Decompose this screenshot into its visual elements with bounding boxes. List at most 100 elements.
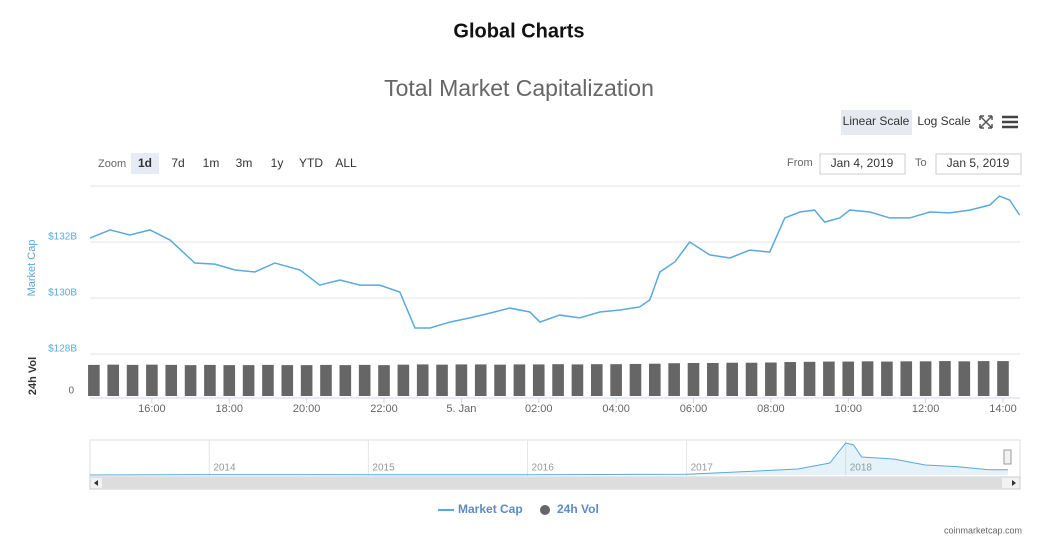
y2-axis-title: 24h Vol	[27, 357, 39, 395]
zoom-button[interactable]: 3m	[236, 156, 253, 170]
x-tick-label: 22:00	[370, 403, 398, 415]
volume-bar	[610, 364, 622, 396]
volume-bar	[107, 364, 120, 396]
credit: coinmarketcap.com	[944, 525, 1022, 535]
fullscreen-icon[interactable]	[979, 115, 993, 129]
zoom-label: Zoom	[98, 158, 126, 170]
volume-bar	[745, 362, 758, 396]
chart-title: Total Market Capitalization	[384, 75, 654, 101]
x-tick-label: 02:00	[525, 403, 553, 415]
y-tick-label: $130B	[48, 288, 77, 299]
volume-bar	[687, 362, 700, 396]
volume-bar	[281, 365, 294, 396]
from-input[interactable]	[819, 153, 906, 175]
legend-symbol	[540, 505, 550, 515]
navigator-tick-label: 2018	[850, 463, 873, 474]
line	[89, 195, 1021, 329]
zoom-button[interactable]: 7d	[171, 156, 184, 170]
navigator-handle[interactable]	[1003, 449, 1012, 465]
volume-bar	[590, 364, 603, 396]
volume-bar	[977, 361, 990, 396]
x-tick-label: 16:00	[138, 403, 166, 415]
navigator-tick-label: 2017	[691, 463, 714, 474]
volume-bar	[842, 361, 855, 396]
from-value[interactable]: Jan 4, 2019	[831, 156, 894, 170]
to-input[interactable]	[935, 153, 1022, 175]
volume-bar	[784, 362, 797, 396]
navigator-area	[89, 442, 1008, 476]
menu-icon[interactable]	[1002, 115, 1018, 129]
volume-bar	[571, 364, 584, 396]
zoom-button[interactable]: ALL	[335, 156, 357, 170]
page-title: Global Charts	[453, 20, 584, 42]
volume-bar	[378, 365, 390, 396]
from-label: From	[787, 157, 813, 169]
x-tick-label: 10:00	[834, 403, 862, 415]
volume-bar	[474, 364, 487, 396]
volume-bar	[823, 361, 835, 396]
volume-bar	[513, 364, 526, 396]
volume-bar	[204, 364, 216, 396]
volume-bar	[300, 365, 313, 396]
x-tick-label: 06:00	[680, 403, 708, 415]
volume-bar	[358, 364, 371, 396]
x-tick-label: 5. Jan	[446, 403, 476, 415]
scale-button[interactable]: Linear Scale	[843, 114, 910, 128]
x-tick-label: 18:00	[216, 403, 244, 415]
volume-bar	[416, 364, 429, 396]
x-tick-label: 04:00	[602, 403, 630, 415]
zoom-button-active[interactable]	[131, 153, 159, 174]
x-tick-label: 08:00	[757, 403, 785, 415]
volume-bar	[165, 364, 178, 396]
volume-bar	[223, 365, 236, 396]
volume-bar	[726, 362, 738, 396]
scrollbar-thumb[interactable]	[102, 478, 1002, 488]
x-tick-label: 20:00	[293, 403, 321, 415]
volume-bar	[668, 363, 680, 396]
to-value[interactable]: Jan 5, 2019	[947, 156, 1010, 170]
volume-bar	[629, 363, 642, 396]
x-tick-label: 14:00	[989, 403, 1017, 415]
y-axis-title: Market Cap	[26, 240, 38, 297]
volume-bar	[436, 364, 448, 396]
volume-bar	[455, 364, 468, 396]
volume-bar	[88, 364, 100, 396]
volume-bar	[881, 361, 893, 396]
navigator-tick-label: 2015	[372, 463, 395, 474]
scale-button-active[interactable]	[841, 110, 912, 135]
y-tick-label: $132B	[48, 232, 77, 243]
zoom-button[interactable]: 1d	[138, 156, 152, 170]
volume-bar	[919, 361, 932, 396]
y2-tick-label: 0	[68, 386, 74, 397]
volume-bar	[320, 364, 332, 396]
volume-bar	[765, 362, 777, 396]
volume-bar	[958, 361, 971, 396]
volume-bar	[397, 364, 410, 396]
volume-bar	[494, 364, 506, 396]
x-tick-label: 12:00	[912, 403, 940, 415]
volume-bar	[262, 364, 274, 396]
volume-bar	[184, 365, 197, 396]
navigator-fill	[90, 443, 1008, 475]
legend-label[interactable]: 24h Vol	[557, 502, 599, 516]
volume-bar	[939, 361, 951, 396]
legend-label[interactable]: Market Cap	[458, 502, 523, 516]
zoom-button[interactable]: YTD	[299, 156, 323, 170]
volume-bar	[861, 361, 874, 396]
volume-bar	[649, 363, 661, 396]
scale-button[interactable]: Log Scale	[917, 114, 971, 128]
zoom-button[interactable]: 1y	[271, 156, 284, 170]
zoom-button[interactable]: 1m	[203, 156, 220, 170]
volume-bar	[997, 361, 1009, 396]
volume-bar	[532, 364, 545, 396]
volume-bar	[552, 364, 564, 396]
to-label: To	[915, 157, 927, 169]
navigator-tick-label: 2014	[213, 463, 236, 474]
volume-bar	[242, 365, 255, 396]
navigator-tick-label: 2016	[532, 463, 555, 474]
y-tick-label: $128B	[48, 344, 77, 355]
volume-bar	[339, 365, 352, 396]
volume-bar	[146, 364, 158, 396]
volume-bar	[803, 361, 816, 396]
